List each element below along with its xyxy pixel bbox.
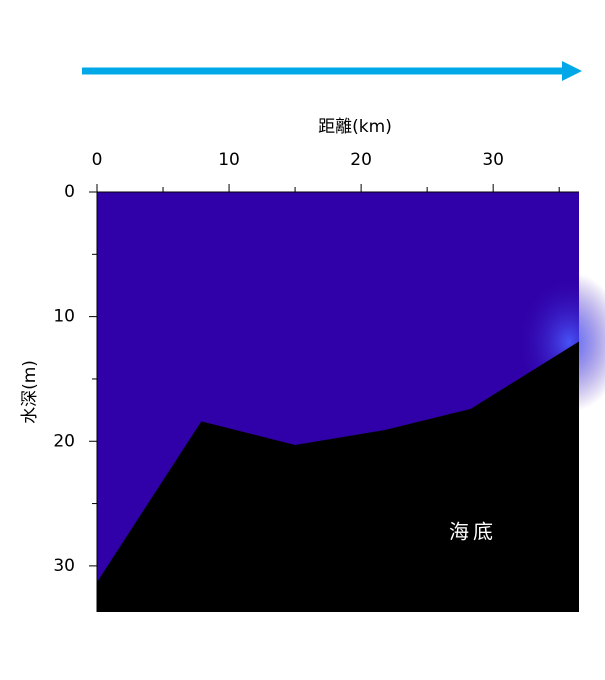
y-tick-label: 20 (53, 431, 75, 451)
y-axis-label: 水深(m) (20, 360, 40, 424)
y-tick-label: 10 (53, 307, 75, 327)
x-axis-label: 距離(km) (318, 117, 392, 137)
y-tick-label: 0 (64, 182, 75, 202)
x-tick-label: 20 (350, 150, 372, 170)
x-tick-label: 30 (482, 150, 504, 170)
arrow-head (562, 61, 582, 81)
seabed (97, 341, 579, 612)
plot-area (97, 192, 605, 612)
annotation: 海底 (449, 520, 497, 544)
x-tick-label: 0 (92, 150, 103, 170)
x-tick-label: 10 (218, 150, 240, 170)
y-tick-label: 30 (53, 556, 75, 576)
